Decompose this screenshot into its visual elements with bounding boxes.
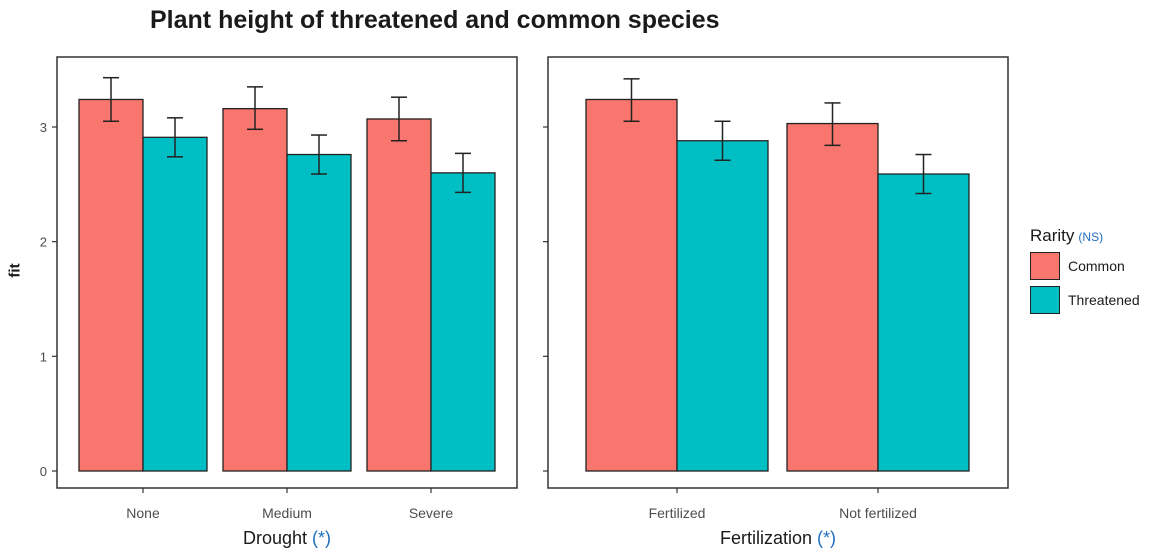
legend-item-common: Common xyxy=(1030,252,1140,280)
legend-key-common xyxy=(1030,252,1060,280)
x-tick-label-severe: Severe xyxy=(409,505,454,521)
legend-title: Rarity (NS) xyxy=(1030,226,1140,246)
y-tick-label-2: 2 xyxy=(40,235,47,250)
chart-title: Plant height of threatened and common sp… xyxy=(150,6,720,34)
bar-common-none xyxy=(78,98,144,472)
x-axis-label-2: Fertilization xyxy=(720,528,817,548)
x-axis-title-2: Fertilization (*) xyxy=(720,528,836,548)
legend-label-threatened: Threatened xyxy=(1068,292,1140,308)
legend-title-note: (NS) xyxy=(1078,230,1104,244)
bar-threatened-not-fertilized xyxy=(877,173,970,472)
x-axis-note-1: (*) xyxy=(312,528,331,548)
x-tick-label-not-fertilized: Not fertilized xyxy=(839,505,917,521)
x-tick-label-fertilized: Fertilized xyxy=(649,505,706,521)
bar-threatened-severe xyxy=(430,172,496,472)
x-axis-note-2: (*) xyxy=(817,528,836,548)
legend: Rarity (NS) Common Threatened xyxy=(1030,226,1140,314)
x-tick-label-none: None xyxy=(126,505,160,521)
bar-common-not-fertilized xyxy=(786,122,879,472)
x-axis-title-1: Drought (*) xyxy=(243,528,331,548)
legend-label-common: Common xyxy=(1068,258,1125,274)
bar-common-fertilized xyxy=(585,98,678,472)
legend-title-text: Rarity xyxy=(1030,226,1075,245)
y-tick-label-0: 0 xyxy=(40,464,47,479)
bar-threatened-none xyxy=(142,136,208,472)
legend-item-threatened: Threatened xyxy=(1030,286,1140,314)
legend-key-threatened xyxy=(1030,286,1060,314)
y-tick-label-3: 3 xyxy=(40,120,47,135)
bar-threatened-medium xyxy=(286,153,352,472)
y-tick-label-1: 1 xyxy=(40,349,47,364)
x-tick-label-medium: Medium xyxy=(262,505,312,521)
bar-common-medium xyxy=(222,108,288,472)
x-axis-label-1: Drought xyxy=(243,528,312,548)
bar-common-severe xyxy=(366,118,432,472)
panel-2-border xyxy=(547,56,1009,489)
bar-threatened-fertilized xyxy=(676,140,769,472)
